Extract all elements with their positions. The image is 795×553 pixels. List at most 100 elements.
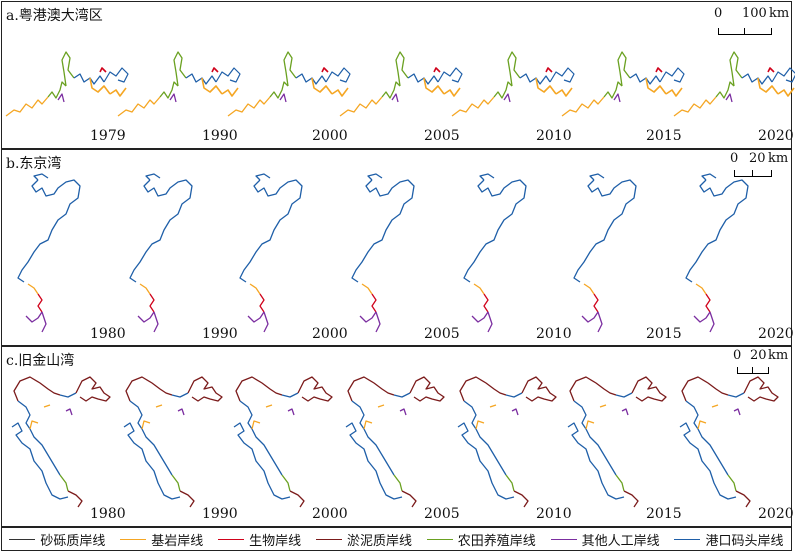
legend-item: 其他人工岸线 (550, 530, 660, 549)
coastline-segment (351, 400, 395, 476)
coastline-segment (479, 173, 495, 181)
coastline-map-1980 (11, 376, 111, 508)
legend-item: 生物岸线 (218, 530, 301, 549)
year-label: 1990 (202, 506, 238, 522)
coastline-segment (145, 173, 161, 181)
coastline-segment (17, 179, 81, 283)
coastline-segment (615, 474, 625, 492)
coastline-map-1990 (129, 173, 193, 333)
coastline-segment (695, 283, 707, 295)
year-label: 2020 (758, 326, 794, 342)
coastline-segment (227, 96, 271, 117)
year-label: 1980 (90, 326, 126, 342)
coastline-segment (235, 376, 283, 402)
scale-unit: km (769, 6, 790, 21)
coastline-segment (589, 173, 605, 181)
legend-item: 淤泥质岸线 (315, 530, 412, 549)
coastline-segment (715, 81, 735, 99)
coastline-segment (265, 404, 273, 408)
year-label: 2015 (646, 326, 682, 342)
coastline-segment (545, 67, 553, 73)
legend-label: 淤泥质岸线 (346, 533, 412, 549)
coastline-segment (573, 179, 637, 283)
coastline-segment (399, 408, 407, 416)
coastline-segment (733, 408, 741, 416)
coastline-segment (201, 77, 223, 95)
coastline-segment (249, 283, 261, 295)
coastline-segment (617, 51, 631, 87)
coastline-segment (287, 408, 295, 416)
coastline-segment (665, 87, 683, 97)
year-label: 2015 (646, 506, 682, 522)
coastline-segment (129, 179, 193, 283)
coastline-segment (433, 67, 441, 73)
coastline-map-2010 (463, 173, 527, 333)
coastline-segment (567, 422, 625, 500)
coastline-segment (393, 392, 411, 398)
legend-item: 港口码头岸线 (674, 530, 783, 549)
coastline-map-2005 (351, 173, 415, 333)
coastline-segment (37, 293, 43, 313)
coastline-segment (117, 96, 161, 117)
coastline-segment (251, 420, 261, 430)
coastline-segment (177, 408, 185, 416)
scale-bar: 0 20 km (730, 151, 795, 179)
scale-bar: 0 100 km (714, 6, 789, 36)
legend-swatch (218, 538, 245, 540)
coastline-segment (255, 173, 271, 181)
coastline-segment (727, 474, 737, 492)
legend-label: 港口码头岸线 (705, 533, 784, 549)
coastline-segment (59, 474, 69, 492)
coastline-segment (471, 311, 489, 323)
coastline-segment (463, 179, 527, 283)
coastline-segment (709, 311, 715, 333)
coastline-segment (33, 173, 49, 181)
coastline-segment (57, 93, 65, 103)
coastline-segment (513, 490, 529, 508)
coastline-segment (463, 400, 507, 476)
legend-item: 砂砾质岸线 (9, 530, 105, 549)
scale-value: 100 (742, 6, 767, 21)
year-label: 2010 (536, 506, 572, 522)
coastline-segment (685, 400, 729, 476)
coastline-segment (549, 67, 575, 83)
legend-label: 生物岸线 (249, 533, 302, 549)
coastline-segment (171, 474, 181, 492)
coastline-map-1979 (5, 51, 129, 117)
coastline-segment (17, 400, 61, 476)
coastline-segment (507, 51, 521, 87)
coastline-segment (61, 51, 75, 87)
coastline-segment (153, 311, 159, 333)
coastline-segment (475, 420, 485, 430)
coastline-segment (367, 173, 383, 181)
coastline-map-2010 (451, 51, 575, 117)
coastline-segment (311, 77, 333, 95)
coastline-segment (705, 293, 711, 313)
coastline-map-2020 (685, 173, 749, 333)
coastline-segment (103, 67, 129, 83)
coastline-segment (743, 376, 779, 402)
legend-swatch (120, 538, 147, 540)
coastline-segment (725, 93, 733, 103)
coastline-segment (583, 283, 595, 295)
scale-line (734, 170, 772, 177)
scale-tick (752, 170, 753, 176)
coastline-segment (697, 420, 707, 430)
panel-title: a.粤港澳大湾区 (6, 8, 103, 24)
coastline-segment (99, 67, 107, 73)
coastline-segment (297, 376, 333, 402)
coastline-segment (361, 283, 373, 295)
coastline-segment (685, 179, 749, 283)
coastline-segment (65, 408, 73, 416)
coastline-segment (437, 67, 463, 83)
coastline-segment (179, 490, 195, 508)
coastline-segment (281, 474, 291, 492)
coastline-map-2010 (457, 376, 557, 508)
coastline-segment (187, 376, 223, 402)
coastline-segment (655, 67, 663, 73)
coastline-segment (221, 87, 239, 97)
coastline-map-2000 (239, 173, 303, 333)
legend-label: 砂砾质岸线 (40, 533, 106, 549)
legend-swatch (674, 538, 701, 540)
coastline-segment (599, 404, 607, 408)
